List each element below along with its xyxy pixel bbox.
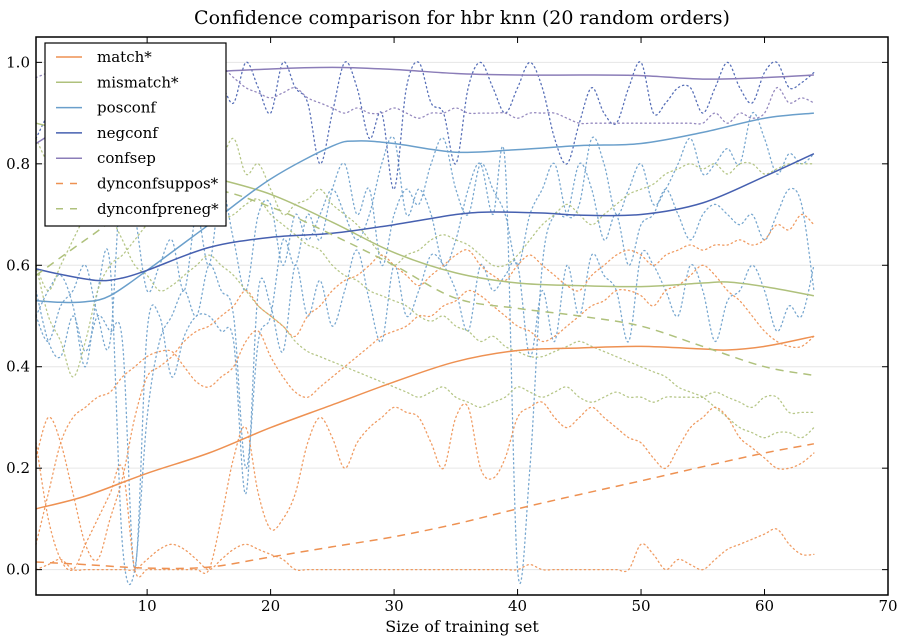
legend-box (44, 42, 227, 227)
legend-item: posconf (56, 99, 157, 117)
legend-item: negconf (56, 124, 159, 142)
x-tick-label: 60 (755, 597, 774, 615)
x-tick-label: 70 (878, 597, 897, 615)
y-axis-ticks: 0.0 0.2 0.4 0.6 0.8 1.0 (6, 53, 888, 579)
y-tick-label: 1.0 (6, 53, 30, 71)
plot-frame (35, 36, 889, 596)
y-tick-label: 0.0 (6, 561, 30, 579)
legend-item: match* (56, 48, 152, 66)
x-tick-label: 10 (138, 597, 157, 615)
legend: match* mismatch* posconf negconf confsep dync… (44, 42, 227, 227)
run-trace-6 (35, 198, 815, 439)
run-trace-3 (35, 111, 815, 586)
legend-label: negconf (97, 124, 159, 142)
series-line-posconf (35, 112, 814, 304)
x-tick-label: 40 (508, 597, 527, 615)
legend-item: dynconfsuppos* (56, 175, 219, 193)
legend-item: mismatch* (56, 73, 179, 91)
y-tick-label: 0.8 (6, 155, 30, 173)
y-tick-label: 0.4 (6, 358, 30, 376)
y-tick-label: 0.2 (6, 459, 30, 477)
legend-item: dynconfpreneg* (56, 200, 219, 218)
run-trace-11 (35, 528, 815, 573)
run-trace-10 (35, 401, 815, 578)
series-line-match (35, 335, 815, 510)
legend-item: confsep (56, 149, 156, 167)
run-trace-1 (35, 135, 815, 585)
run-trace-0 (35, 249, 815, 571)
x-axis-ticks: 10 20 30 40 50 60 70 (138, 37, 898, 615)
run-trace-7 (35, 137, 815, 415)
legend-label: mismatch* (97, 73, 179, 91)
series-line-negconf (35, 153, 815, 282)
run-trace-9 (35, 264, 815, 545)
legend-label: match* (97, 48, 152, 66)
x-tick-label: 20 (261, 597, 280, 615)
legend-label: dynconfsuppos* (97, 175, 219, 193)
series-line-dynconfsuppos (35, 443, 815, 570)
x-tick-label: 50 (631, 597, 650, 615)
chart-title: Confidence comparison for hbr knn (20 ra… (194, 7, 730, 29)
y-tick-label: 0.6 (6, 256, 30, 274)
x-tick-label: 30 (385, 597, 404, 615)
legend-label: confsep (97, 149, 156, 167)
x-axis-label: Size of training set (385, 617, 539, 636)
legend-label: posconf (97, 99, 157, 117)
legend-label: dynconfpreneg* (97, 200, 219, 218)
